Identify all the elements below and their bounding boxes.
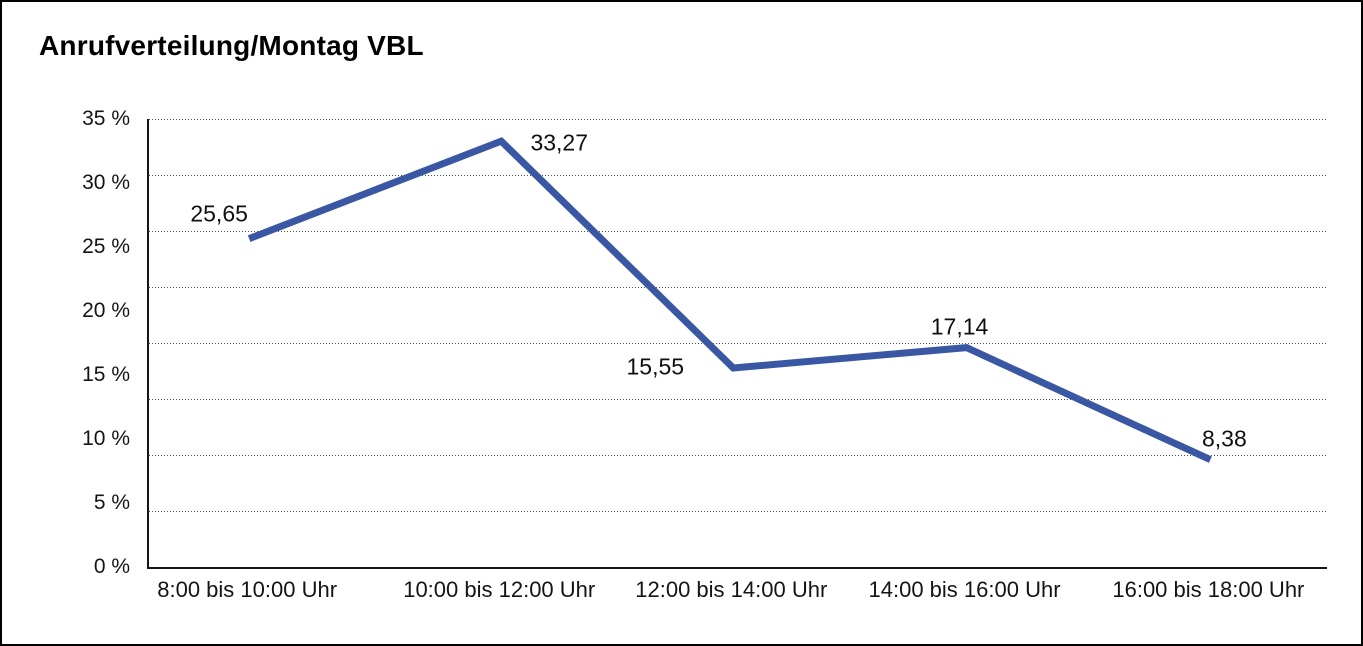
data-label: 17,14 [930,313,989,340]
plot-area [147,119,1327,569]
x-axis-tick-label: 8:00 bis 10:00 Uhr [157,577,338,602]
chart-title: Anrufverteilung/Montag VBL [39,30,424,61]
gridline [149,455,1327,456]
gridline [149,119,1327,120]
x-axis-tick-label: 10:00 bis 12:00 Uhr [403,577,596,602]
gridline [149,231,1327,232]
data-label: 33,27 [530,129,588,156]
y-axis-tick-label: 5 % [93,491,130,514]
x-axis-tick-label: 16:00 bis 18:00 Uhr [1112,577,1305,602]
gridline [149,511,1327,512]
y-axis-tick-label: 30 % [82,171,130,194]
x-axis-tick-label: 12:00 bis 14:00 Uhr [635,577,828,602]
y-axis-tick-label: 0 % [93,555,130,578]
data-label: 8,38 [1201,425,1247,452]
y-axis-tick-label: 35 % [82,107,130,130]
y-axis-tick-label: 20 % [82,299,130,322]
gridline [149,287,1327,288]
y-axis-tick-label: 15 % [82,363,130,386]
gridline [149,399,1327,400]
y-axis-tick-label: 10 % [82,427,130,450]
y-axis-tick-label: 25 % [82,235,130,258]
line-series [247,137,1212,463]
data-label: 25,65 [190,200,248,227]
gridline [149,343,1327,344]
data-label: 15,55 [626,353,685,380]
x-axis-tick-label: 14:00 bis 16:00 Uhr [868,577,1061,602]
gridline [149,175,1327,176]
